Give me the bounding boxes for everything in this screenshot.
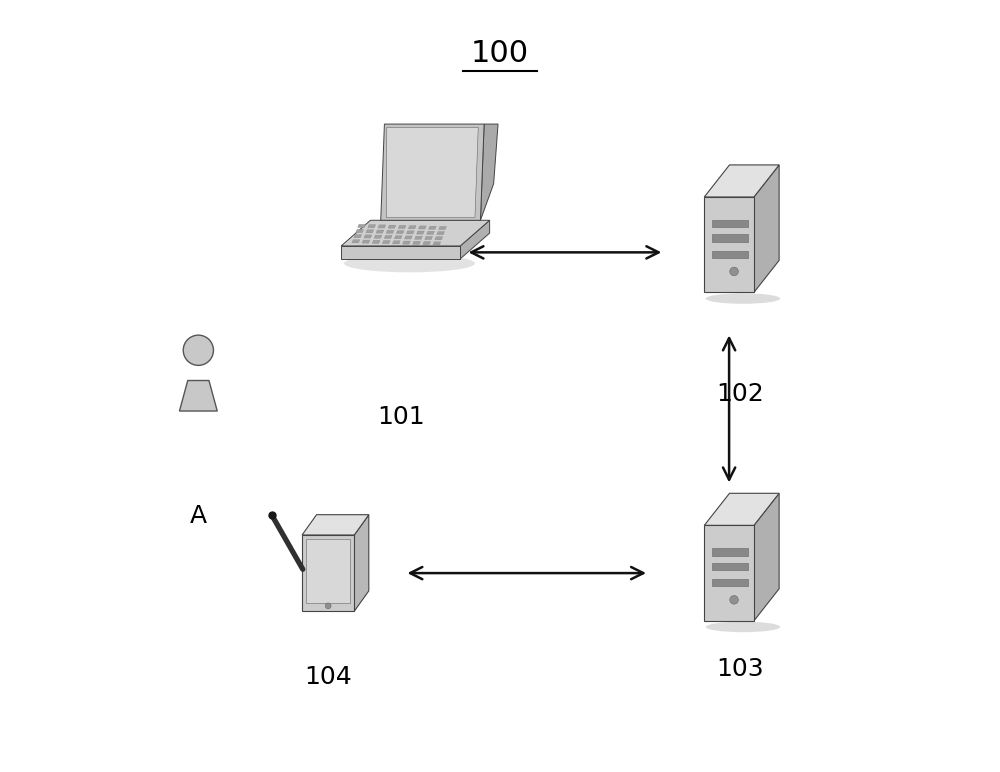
Polygon shape [381, 124, 484, 220]
Polygon shape [754, 493, 779, 621]
Text: 102: 102 [717, 382, 764, 406]
Circle shape [325, 603, 331, 609]
Polygon shape [437, 232, 445, 235]
Polygon shape [417, 231, 424, 234]
Polygon shape [403, 241, 410, 244]
Polygon shape [368, 225, 376, 228]
Polygon shape [372, 240, 380, 243]
Polygon shape [341, 220, 490, 246]
Polygon shape [398, 225, 406, 229]
Polygon shape [712, 235, 748, 242]
Ellipse shape [706, 293, 780, 304]
Polygon shape [704, 165, 779, 197]
Polygon shape [712, 220, 748, 227]
Polygon shape [712, 548, 748, 556]
Polygon shape [386, 230, 394, 233]
Polygon shape [712, 579, 748, 586]
Polygon shape [392, 241, 400, 244]
Polygon shape [425, 236, 432, 239]
Polygon shape [362, 240, 370, 243]
Polygon shape [429, 226, 436, 229]
Polygon shape [423, 242, 431, 245]
Polygon shape [415, 236, 422, 239]
Polygon shape [302, 535, 354, 611]
Polygon shape [394, 235, 402, 239]
Polygon shape [378, 225, 386, 228]
Polygon shape [179, 381, 217, 411]
Polygon shape [354, 235, 362, 238]
Text: 103: 103 [717, 657, 764, 681]
Polygon shape [433, 242, 441, 245]
Polygon shape [388, 225, 396, 229]
Polygon shape [352, 240, 360, 243]
Polygon shape [374, 235, 382, 239]
Circle shape [730, 267, 738, 276]
Polygon shape [364, 235, 372, 238]
Polygon shape [754, 165, 779, 293]
Polygon shape [405, 236, 412, 239]
Polygon shape [704, 493, 779, 526]
Polygon shape [341, 246, 460, 259]
Polygon shape [384, 235, 392, 239]
Text: 100: 100 [471, 39, 529, 67]
Ellipse shape [706, 621, 780, 632]
Polygon shape [376, 230, 384, 233]
Polygon shape [704, 197, 754, 293]
Polygon shape [356, 229, 364, 232]
Polygon shape [302, 515, 369, 535]
Polygon shape [306, 540, 350, 604]
Polygon shape [480, 124, 498, 220]
Polygon shape [358, 225, 365, 228]
Polygon shape [366, 230, 374, 233]
Polygon shape [408, 225, 416, 229]
Polygon shape [460, 220, 490, 259]
Polygon shape [712, 563, 748, 570]
Circle shape [183, 335, 213, 365]
Circle shape [730, 595, 738, 604]
Ellipse shape [344, 255, 475, 273]
Polygon shape [435, 237, 443, 240]
Text: 101: 101 [377, 405, 425, 429]
Polygon shape [418, 226, 426, 229]
Polygon shape [413, 242, 420, 245]
Text: 104: 104 [304, 665, 352, 689]
Polygon shape [427, 232, 434, 235]
Polygon shape [712, 251, 748, 258]
Polygon shape [354, 515, 369, 611]
Polygon shape [704, 526, 754, 621]
Polygon shape [386, 127, 478, 218]
Text: A: A [190, 504, 207, 528]
Polygon shape [396, 231, 404, 234]
Polygon shape [439, 226, 446, 229]
Polygon shape [406, 231, 414, 234]
Polygon shape [382, 241, 390, 244]
